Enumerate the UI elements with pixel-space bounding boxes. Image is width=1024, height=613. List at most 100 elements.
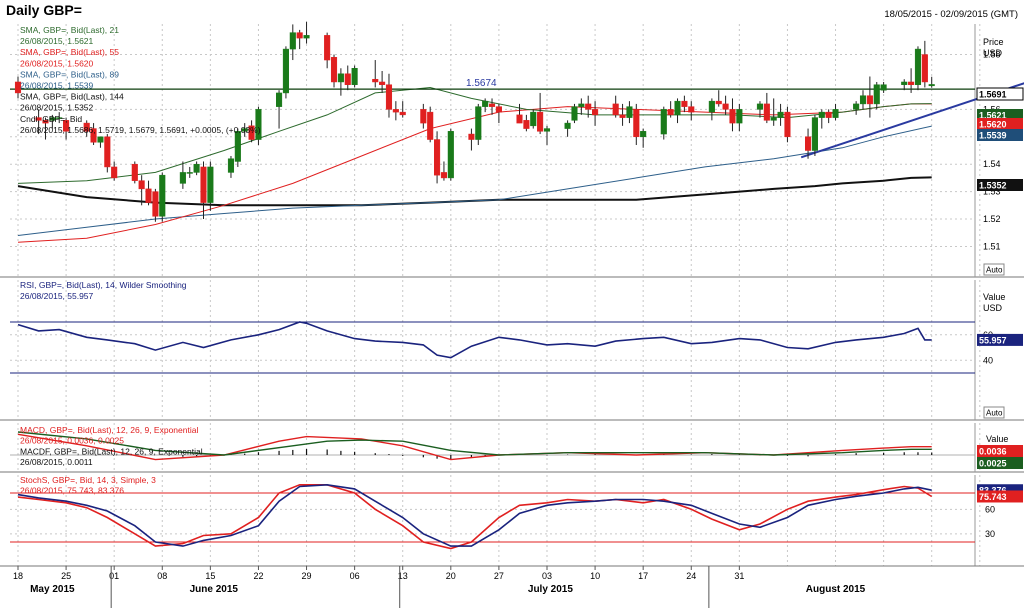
candle [578, 98, 585, 115]
candle [681, 95, 688, 113]
price-value-badge [976, 87, 1024, 101]
candle-body [145, 188, 152, 203]
candle-body [853, 103, 860, 110]
stoch-tick-label: 60 [985, 504, 995, 514]
candle-body [873, 84, 880, 105]
price-value-badge-text: 1.5352 [979, 181, 1007, 191]
time-tick-label: 22 [253, 571, 263, 581]
candle-body [14, 81, 22, 94]
candle-body [784, 111, 791, 138]
candle-body [344, 73, 351, 85]
price-legend-entry: 26/08/2015, 1.5621 [20, 36, 94, 46]
candle-body [324, 35, 331, 61]
candle [227, 155, 235, 178]
candle [722, 95, 729, 115]
candle-body [660, 109, 667, 135]
candle-body [440, 172, 447, 179]
candle [14, 76, 22, 99]
rsi-auto-button[interactable] [983, 406, 1005, 419]
candle-body [303, 35, 310, 39]
candle [564, 120, 571, 137]
candle-body [516, 114, 523, 124]
candle [729, 98, 736, 132]
candle-body [200, 166, 207, 203]
price-axis: PriceUSD1.511.521.531.541.551.561.581.56… [976, 37, 1024, 276]
price-legend-entry: SMA, GBP=, Bid(Last), 89 [20, 69, 119, 79]
time-tick-label: 18 [13, 571, 23, 581]
candle [914, 46, 922, 91]
candle-body [908, 81, 915, 85]
candle [241, 123, 248, 137]
candle [908, 68, 915, 93]
candle-body [543, 128, 551, 132]
candle [516, 103, 523, 124]
candle [811, 114, 818, 156]
candle [715, 90, 722, 107]
candle-body [914, 48, 922, 85]
candle-body [282, 48, 289, 94]
candle [853, 101, 860, 115]
candle-body [805, 136, 812, 151]
candle-body [372, 78, 379, 83]
price-value-badge-text: 1.5539 [979, 131, 1007, 141]
candle-body [83, 122, 90, 132]
time-tick-label: 06 [350, 571, 360, 581]
time-tick-label: 29 [302, 571, 312, 581]
candle-body [495, 106, 502, 113]
candle-body [179, 172, 186, 184]
candle-body [234, 131, 241, 162]
price-legend-entry: SMA, GBP=, Bid(Last), 55 [20, 47, 119, 57]
candle-body [811, 117, 818, 151]
candle [159, 172, 166, 222]
price-tick-label: 1.58 [983, 50, 1001, 60]
candle-body [729, 109, 736, 124]
candle [351, 65, 358, 88]
price-auto-button[interactable] [983, 263, 1005, 276]
candle [248, 120, 255, 143]
candle [145, 180, 152, 206]
candle-body [49, 117, 56, 121]
candle-body [571, 106, 578, 121]
candle [571, 103, 578, 124]
rsi-legend-entry: 26/08/2015, 55.957 [20, 291, 94, 301]
candle [385, 73, 393, 118]
candle [495, 103, 502, 124]
time-tick-label: 17 [638, 571, 648, 581]
candle [344, 65, 351, 91]
candle-body [585, 103, 592, 110]
candle [488, 98, 496, 115]
rsi-value-badge [977, 333, 1023, 346]
candle [784, 106, 791, 143]
candle [399, 101, 406, 118]
candle [674, 98, 681, 124]
candle [763, 92, 770, 124]
macd-legend-entry: MACDF, GBP=, Bid(Last), 12, 26, 9, Expon… [20, 446, 203, 456]
candle-body [379, 81, 386, 85]
candle [186, 166, 193, 178]
candle [619, 103, 626, 126]
macd-panel: MACD, GBP=, Bid(Last), 12, 26, 9, Expone… [0, 423, 1024, 473]
candle [372, 60, 379, 88]
resistance-level-label-bg [462, 78, 500, 89]
candle [475, 103, 482, 146]
candle-body [640, 131, 647, 138]
candle-body [296, 32, 303, 39]
candle [859, 90, 867, 110]
price-legend-entry: SMA, GBP=, Bid(Last), 144 [20, 92, 124, 102]
price-legend-entry: 26/08/2015, 1.5620 [20, 58, 94, 68]
candle [640, 128, 647, 148]
candle-body [63, 120, 70, 132]
macd-legend-entry: 26/08/2015, 0.0036, 0.0025 [20, 436, 124, 446]
candle [736, 103, 743, 132]
macd-line [17, 433, 932, 461]
candle [626, 101, 633, 124]
candle [152, 188, 159, 222]
time-tick-label: 25 [61, 571, 71, 581]
candle-body [825, 111, 832, 118]
time-tick-label: 24 [686, 571, 696, 581]
candle-body [152, 191, 159, 217]
candle [770, 98, 777, 126]
candle [873, 81, 880, 110]
